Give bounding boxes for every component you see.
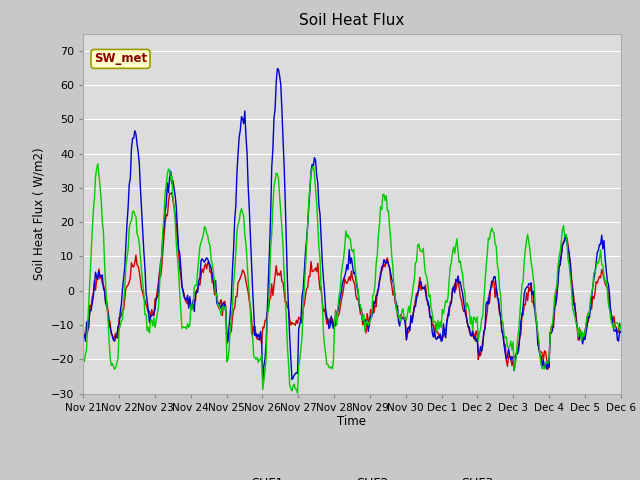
Title: Soil Heat Flux: Soil Heat Flux: [300, 13, 404, 28]
Line: SHF3: SHF3: [83, 164, 621, 393]
SHF1: [617, 325, 625, 331]
SHF3: [477, 326, 484, 332]
Legend: SHF1, SHF2, SHF3: SHF1, SHF2, SHF3: [205, 472, 499, 480]
SHF2: [477, 344, 484, 349]
SHF3: [408, 293, 416, 299]
SHF1: [79, 326, 87, 332]
SHF2: [259, 378, 267, 384]
SHF3: [570, 310, 577, 315]
SHF1: [307, 259, 315, 264]
Text: SW_met: SW_met: [94, 52, 147, 65]
X-axis label: Time: Time: [337, 415, 367, 429]
SHF2: [408, 320, 416, 325]
SHF1: [407, 318, 415, 324]
SHF2: [79, 334, 87, 340]
Y-axis label: Soil Heat Flux ( W/m2): Soil Heat Flux ( W/m2): [32, 147, 45, 280]
SHF3: [294, 390, 301, 396]
SHF3: [94, 161, 102, 167]
SHF3: [617, 323, 625, 328]
SHF1: [168, 190, 176, 195]
SHF3: [248, 330, 255, 336]
SHF2: [246, 234, 254, 240]
SHF2: [570, 302, 577, 308]
SHF2: [617, 329, 625, 335]
SHF2: [382, 260, 390, 266]
SHF3: [382, 192, 390, 198]
SHF2: [308, 161, 316, 167]
SHF1: [381, 264, 389, 270]
SHF1: [476, 350, 483, 356]
SHF3: [308, 165, 316, 171]
Line: SHF2: SHF2: [83, 69, 621, 381]
SHF2: [273, 66, 281, 72]
SHF1: [544, 366, 552, 372]
SHF1: [570, 293, 577, 299]
SHF3: [79, 356, 87, 362]
SHF1: [248, 316, 255, 322]
Line: SHF1: SHF1: [83, 192, 621, 369]
